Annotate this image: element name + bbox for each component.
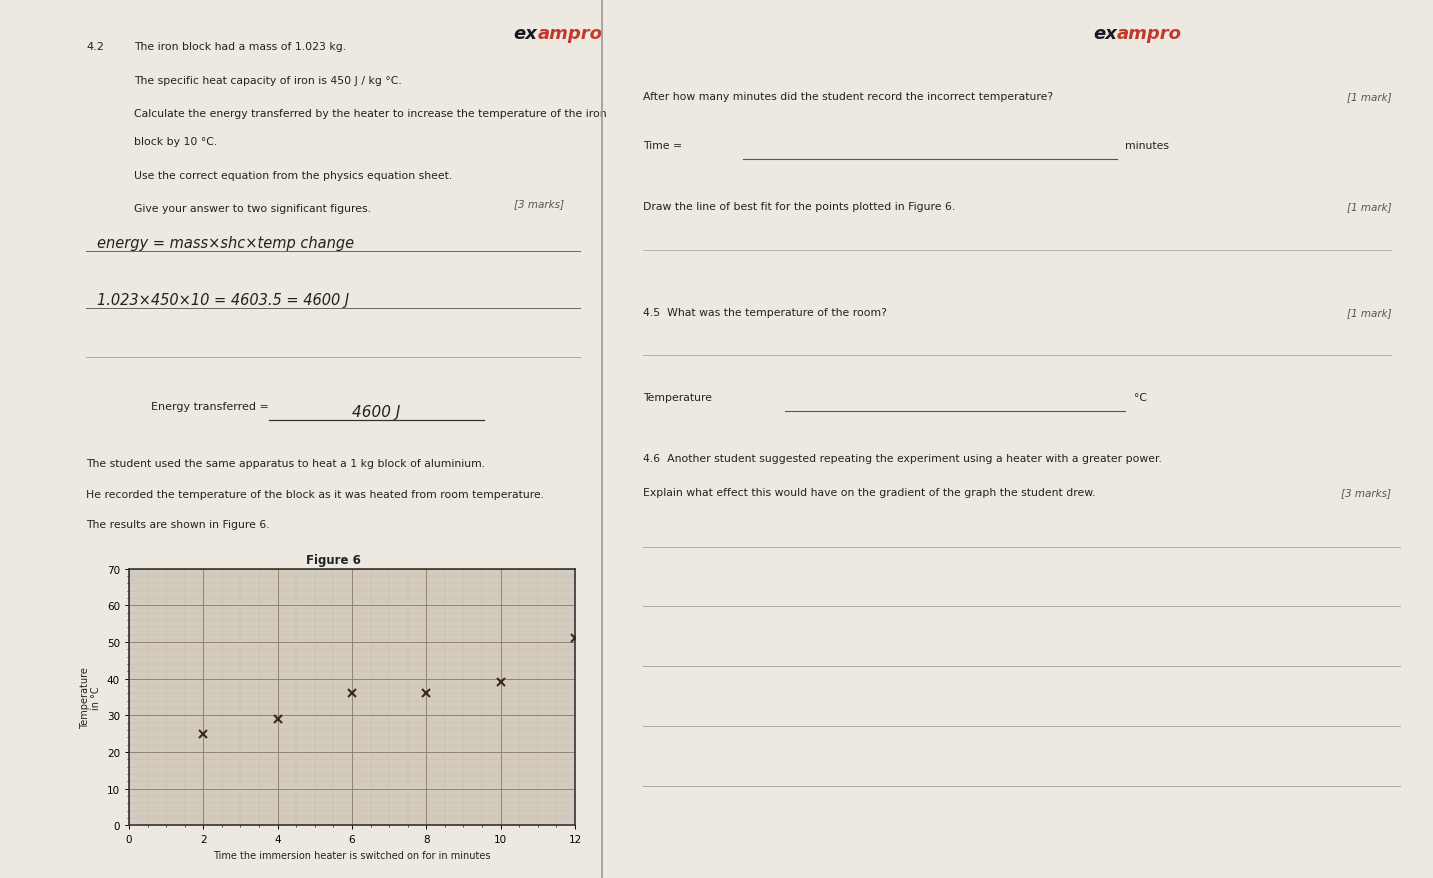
Text: °C: °C — [1134, 392, 1146, 402]
Text: The results are shown in Figure 6.: The results are shown in Figure 6. — [86, 520, 269, 529]
Text: After how many minutes did the student record the incorrect temperature?: After how many minutes did the student r… — [643, 92, 1053, 102]
Text: Energy transferred =: Energy transferred = — [150, 401, 269, 411]
Text: Time =: Time = — [643, 140, 686, 150]
Text: Calculate the energy transferred by the heater to increase the temperature of th: Calculate the energy transferred by the … — [135, 109, 608, 119]
Text: Explain what effect this would have on the gradient of the graph the student dre: Explain what effect this would have on t… — [643, 487, 1096, 497]
Text: The student used the same apparatus to heat a 1 kg block of aluminium.: The student used the same apparatus to h… — [86, 458, 486, 468]
Text: 4600 J: 4600 J — [353, 405, 400, 420]
Text: Give your answer to two significant figures.: Give your answer to two significant figu… — [135, 204, 371, 213]
Text: [1 mark]: [1 mark] — [1347, 92, 1391, 102]
Text: 4.2: 4.2 — [86, 42, 103, 52]
Text: energy = mass×shc×temp change: energy = mass×shc×temp change — [96, 235, 354, 250]
Text: Temperature: Temperature — [643, 392, 712, 402]
Text: ampro: ampro — [1118, 25, 1182, 42]
Text: [3 marks]: [3 marks] — [514, 199, 565, 209]
Text: He recorded the temperature of the block as it was heated from room temperature.: He recorded the temperature of the block… — [86, 489, 545, 499]
Text: [3 marks]: [3 marks] — [1341, 487, 1391, 497]
Text: 4.6  Another student suggested repeating the experiment using a heater with a gr: 4.6 Another student suggested repeating … — [643, 454, 1162, 464]
Text: minutes: minutes — [1125, 140, 1169, 150]
Text: Draw the line of best fit for the points plotted in Figure 6.: Draw the line of best fit for the points… — [643, 202, 956, 212]
Text: 4.5  What was the temperature of the room?: 4.5 What was the temperature of the room… — [643, 307, 887, 317]
X-axis label: Time the immersion heater is switched on for in minutes: Time the immersion heater is switched on… — [214, 850, 490, 860]
Text: [1 mark]: [1 mark] — [1347, 202, 1391, 212]
Text: ampro: ampro — [537, 25, 602, 42]
Text: The specific heat capacity of iron is 450 J / kg °C.: The specific heat capacity of iron is 45… — [135, 76, 403, 85]
Y-axis label: Temperature
in °C: Temperature in °C — [80, 666, 102, 728]
Text: 1.023×450×10 = 4603.5 = 4600 J: 1.023×450×10 = 4603.5 = 4600 J — [96, 292, 350, 307]
Text: The iron block had a mass of 1.023 kg.: The iron block had a mass of 1.023 kg. — [135, 42, 347, 52]
Text: [1 mark]: [1 mark] — [1347, 307, 1391, 317]
Text: Use the correct equation from the physics equation sheet.: Use the correct equation from the physic… — [135, 170, 453, 180]
Text: ex: ex — [513, 25, 537, 42]
Text: ex: ex — [1093, 25, 1118, 42]
Text: Figure 6: Figure 6 — [305, 553, 361, 566]
Text: block by 10 °C.: block by 10 °C. — [135, 137, 218, 147]
